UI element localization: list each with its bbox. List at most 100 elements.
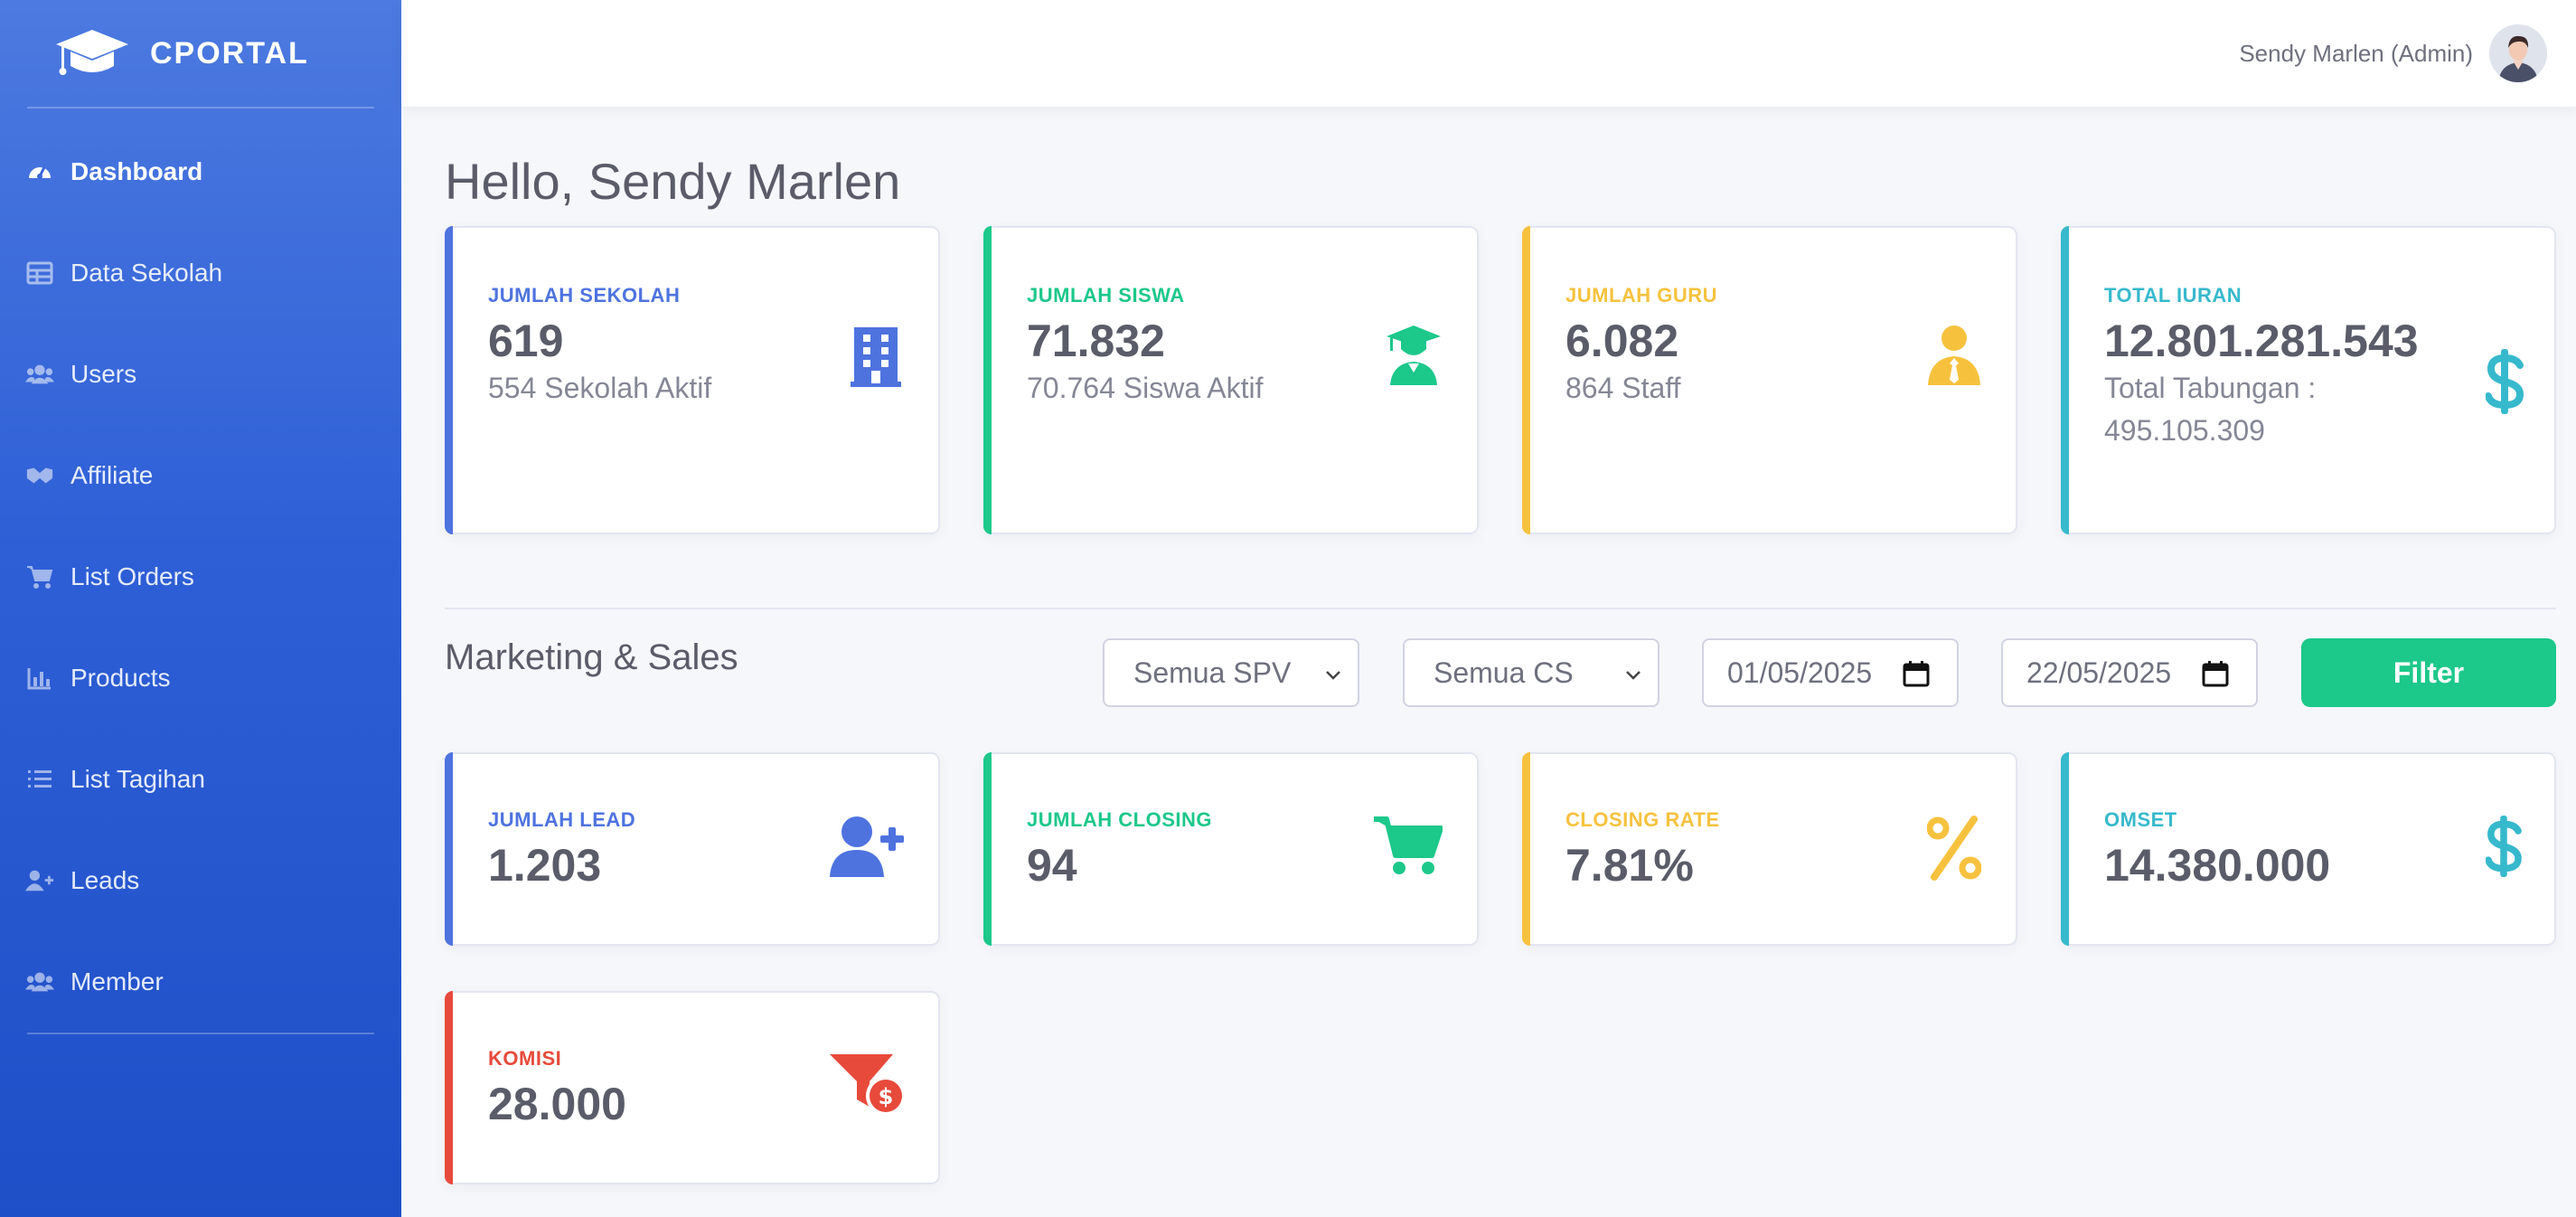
card-value: 6.082 xyxy=(1565,316,1679,366)
funnel-dollar-icon: $ xyxy=(830,1052,906,1118)
card-label: OMSET xyxy=(2104,808,2177,831)
card-accent xyxy=(1522,226,1530,534)
sidebar-divider xyxy=(27,107,374,108)
card-value: 14.380.000 xyxy=(2104,840,2331,891)
card-accent xyxy=(1522,752,1530,946)
table-icon xyxy=(25,259,54,288)
card-value: 94 xyxy=(1027,840,1077,891)
handshake-icon xyxy=(25,461,54,490)
sidebar-item-label: Users xyxy=(71,360,137,388)
card-label: JUMLAH SEKOLAH xyxy=(488,284,681,307)
spv-select[interactable]: Semua SPV xyxy=(1103,638,1359,707)
sidebar-nav: Dashboard Data Sekolah Users Affiliate L… xyxy=(0,121,401,1033)
users-icon xyxy=(25,360,54,389)
user-plus-icon xyxy=(830,816,904,877)
sidebar: CPORTAL Dashboard Data Sekolah Users Aff xyxy=(0,0,401,1217)
metric-card-komisi: KOMISI 28.000 $ xyxy=(445,991,940,1184)
cs-select[interactable]: Semua CS xyxy=(1403,638,1659,707)
brand[interactable]: CPORTAL xyxy=(0,0,401,107)
card-value: 1.203 xyxy=(488,840,602,891)
calendar-icon[interactable] xyxy=(2202,660,2229,694)
sidebar-item-label: Dashboard xyxy=(71,157,203,185)
sidebar-item-label: Affiliate xyxy=(71,461,154,489)
dollar-icon xyxy=(2486,816,2522,877)
sidebar-item-affiliate[interactable]: Affiliate xyxy=(0,425,401,526)
graduation-cap-icon xyxy=(54,24,130,82)
user-plus-icon xyxy=(25,866,54,895)
card-label: JUMLAH CLOSING xyxy=(1027,808,1212,831)
sidebar-item-member[interactable]: Member xyxy=(0,931,401,1033)
card-accent xyxy=(445,226,453,534)
user-tie-icon xyxy=(1928,325,1980,385)
cs-select-value: Semua CS xyxy=(1434,656,1574,689)
percent-icon xyxy=(1927,816,1981,881)
card-value: 28.000 xyxy=(488,1079,626,1129)
card-accent xyxy=(445,752,453,946)
card-value: 619 xyxy=(488,316,564,366)
sidebar-item-label: List Orders xyxy=(71,562,194,590)
spv-select-value: Semua SPV xyxy=(1133,656,1292,689)
sidebar-item-data-sekolah[interactable]: Data Sekolah xyxy=(0,222,401,324)
date-from-value: 01/05/2025 xyxy=(1727,656,1873,689)
cart-icon xyxy=(25,562,54,591)
card-sub: 864 Staff xyxy=(1565,372,1681,404)
metric-card-jumlah-lead: JUMLAH LEAD 1.203 xyxy=(445,752,940,946)
metric-card-jumlah-closing: JUMLAH CLOSING 94 xyxy=(983,752,1479,946)
graduate-icon xyxy=(1387,325,1441,385)
dollar-icon xyxy=(2486,349,2524,414)
card-label: JUMLAH LEAD xyxy=(488,808,636,831)
brand-name: CPORTAL xyxy=(150,35,309,71)
svg-text:$: $ xyxy=(879,1084,894,1109)
users-icon xyxy=(25,967,54,996)
filter-button[interactable]: Filter xyxy=(2301,638,2556,707)
card-value: 12.801.281.543 xyxy=(2104,316,2419,366)
sidebar-item-label: Products xyxy=(71,664,171,692)
stat-card-total-iuran: TOTAL IURAN 12.801.281.543 Total Tabunga… xyxy=(2061,226,2556,534)
card-accent xyxy=(445,991,453,1184)
date-to-value: 22/05/2025 xyxy=(2026,656,2172,689)
calendar-icon[interactable] xyxy=(1903,660,1930,694)
card-label: JUMLAH SISWA xyxy=(1027,284,1185,307)
main-content: Hello, Sendy Marlen xyxy=(445,107,2556,211)
date-to-input[interactable]: 22/05/2025 xyxy=(2001,638,2258,707)
bar-chart-icon xyxy=(25,664,54,693)
sidebar-item-list-tagihan[interactable]: List Tagihan xyxy=(0,729,401,830)
card-label: CLOSING RATE xyxy=(1565,808,1720,831)
card-sub: Total Tabungan : 495.105.309 xyxy=(2104,372,2317,447)
list-icon xyxy=(25,765,54,794)
section-title: Marketing & Sales xyxy=(445,637,738,677)
stat-card-jumlah-siswa: JUMLAH SISWA 71.832 70.764 Siswa Aktif xyxy=(983,226,1479,534)
sidebar-item-label: Data Sekolah xyxy=(71,259,223,287)
sidebar-item-leads[interactable]: Leads xyxy=(0,830,401,931)
tachometer-icon xyxy=(25,157,54,186)
card-label: KOMISI xyxy=(488,1047,562,1070)
sidebar-item-list-orders[interactable]: List Orders xyxy=(0,526,401,627)
sidebar-item-label: List Tagihan xyxy=(71,765,205,793)
card-value: 7.81% xyxy=(1565,840,1694,891)
sidebar-item-dashboard[interactable]: Dashboard xyxy=(0,121,401,222)
stat-card-jumlah-guru: JUMLAH GURU 6.082 864 Staff xyxy=(1522,226,2017,534)
cart-icon xyxy=(1374,816,1443,877)
section-divider xyxy=(445,608,2556,609)
metric-card-closing-rate: CLOSING RATE 7.81% xyxy=(1522,752,2017,946)
building-icon xyxy=(851,325,901,387)
avatar[interactable] xyxy=(2489,24,2547,82)
date-from-input[interactable]: 01/05/2025 xyxy=(1702,638,1959,707)
card-accent xyxy=(983,226,992,534)
user-name[interactable]: Sendy Marlen (Admin) xyxy=(2239,39,2473,67)
sidebar-item-products[interactable]: Products xyxy=(0,627,401,729)
chevron-down-icon xyxy=(1323,662,1343,695)
metric-card-omset: OMSET 14.380.000 xyxy=(2061,752,2556,946)
sidebar-item-label: Leads xyxy=(71,866,140,894)
chevron-down-icon xyxy=(1623,662,1643,695)
sidebar-item-users[interactable]: Users xyxy=(0,324,401,425)
stat-card-jumlah-sekolah: JUMLAH SEKOLAH 619 554 Sekolah Aktif xyxy=(445,226,940,534)
card-label: JUMLAH GURU xyxy=(1565,284,1718,307)
card-label: TOTAL IURAN xyxy=(2104,284,2242,307)
sidebar-divider xyxy=(27,1033,374,1034)
card-value: 71.832 xyxy=(1027,316,1165,366)
sidebar-item-label: Member xyxy=(71,967,164,995)
card-accent xyxy=(2061,752,2069,946)
page-title: Hello, Sendy Marlen xyxy=(445,153,901,210)
card-sub: 554 Sekolah Aktif xyxy=(488,372,712,404)
